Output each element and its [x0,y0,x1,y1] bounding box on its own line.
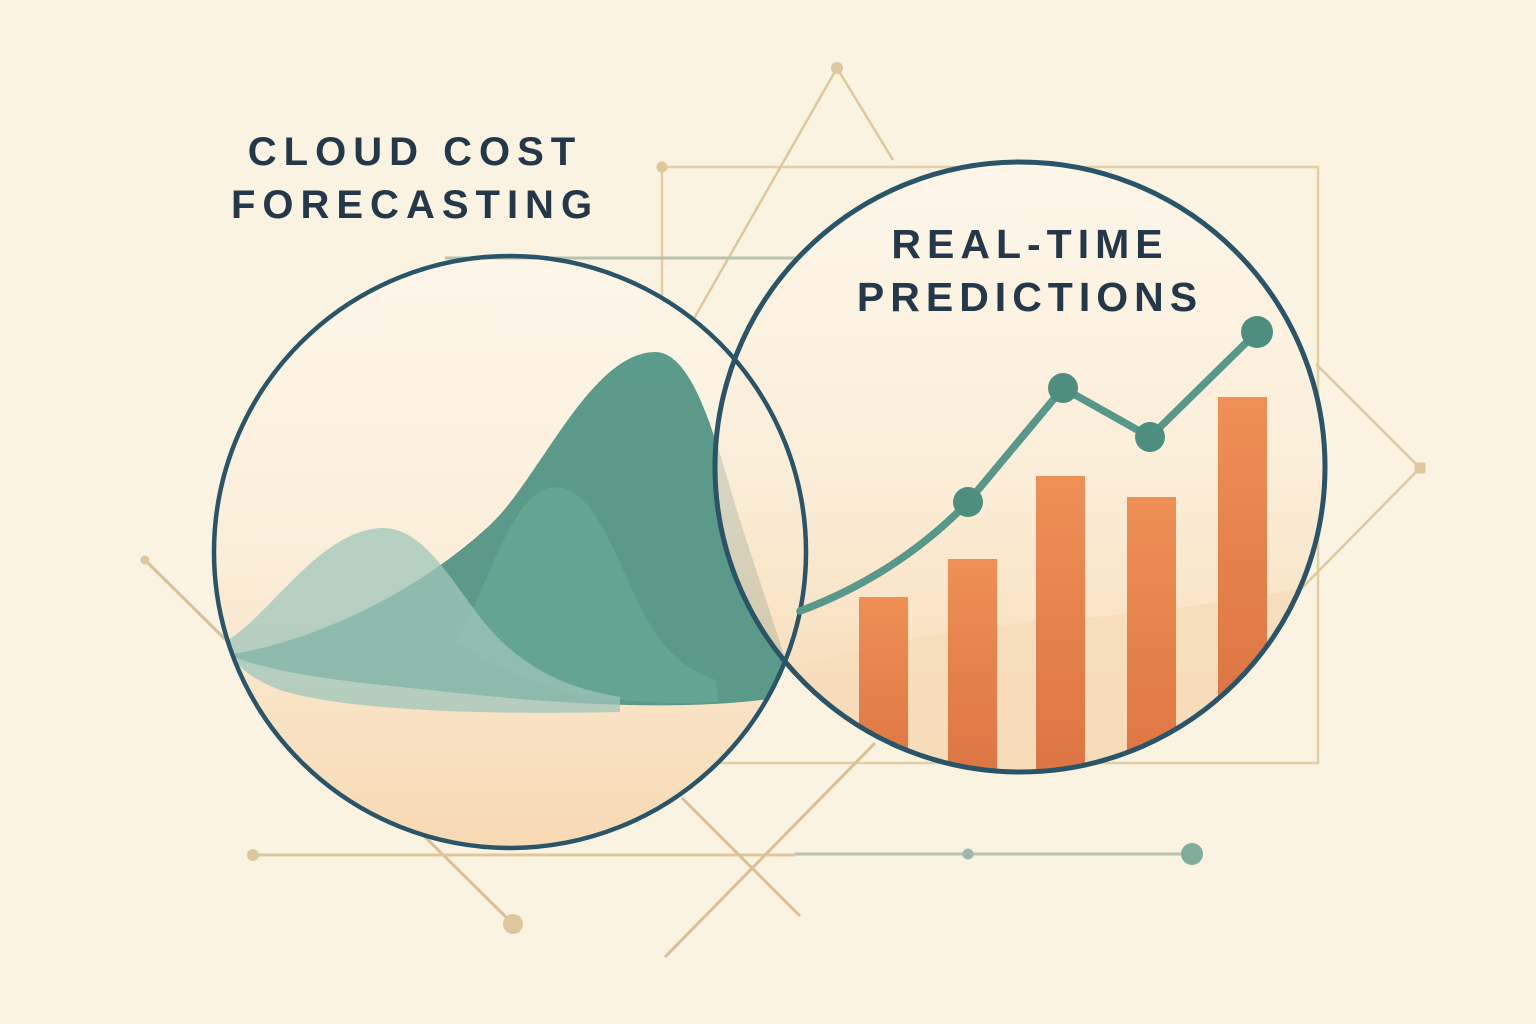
trend-dot-2 [1048,373,1078,403]
forecast-waves-graphic [228,352,793,713]
sage-dot-small [962,848,974,860]
tan-square-diamond-vertex [1414,462,1426,474]
right-title-line1: REAL-TIME [891,221,1169,267]
bar-3 [1036,476,1085,772]
wave-light [228,527,620,713]
decorative-tan-dots [140,62,1426,934]
wave-medium [455,487,718,703]
left-title-line2: FORECASTING [230,183,600,227]
trend-dot-1 [953,487,983,517]
tan-dot-rect-corner [656,161,668,173]
left-circle-title: CLOUD COST FORECASTING [165,126,665,232]
tan-diamond-edge-right [835,67,895,161]
right-circle-outline [712,159,1328,775]
right-title-line2: PREDICTIONS [856,274,1204,320]
left-circle-group [214,256,806,848]
tan-dot-horizontal-start [247,849,259,861]
tan-dot-diamond-apex [831,62,843,74]
tan-dot-diagonal-end [503,914,523,934]
tan-diamond-edge-left [678,67,839,344]
tan-diagonal-center-a [680,796,802,918]
sage-line-bottom-group [795,843,1203,865]
trend-dot-4 [1241,316,1273,348]
bar-4 [1127,497,1176,772]
sage-dot-large [1181,843,1203,865]
line-chart-graphic [796,316,1273,615]
left-title-line1: CLOUD COST [247,130,583,174]
right-circle-title: REAL-TIME PREDICTIONS [830,218,1230,324]
trend-dot-3 [1135,422,1165,452]
left-circle-outline [211,253,809,851]
tan-dot-diagonal-start [140,555,150,565]
tan-diagonal-center-b [663,741,877,959]
bar-2 [948,559,997,772]
